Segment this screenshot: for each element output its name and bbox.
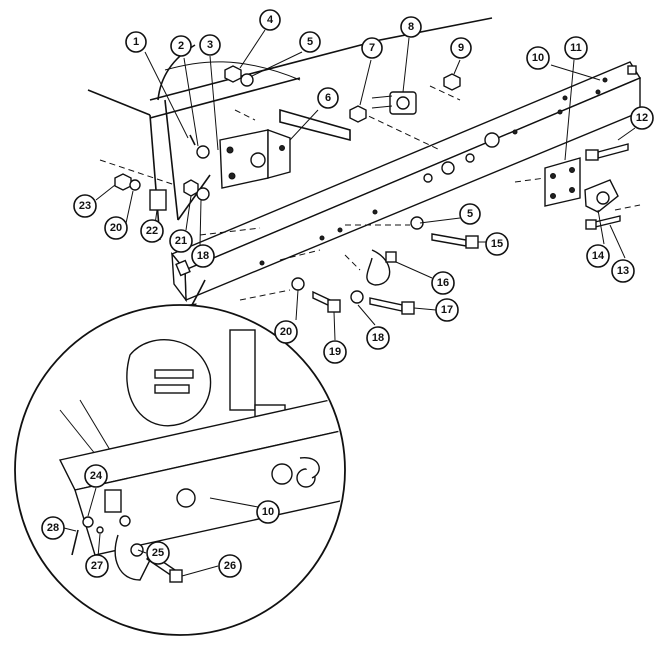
callout-label: 7 (369, 42, 375, 54)
callout-10-upper: 10 (526, 46, 550, 70)
callout-20-upper: 20 (104, 216, 128, 240)
callout-13: 13 (611, 259, 635, 283)
callout-label: 10 (532, 52, 544, 64)
callout-label: 23 (79, 200, 91, 212)
callout-9: 9 (450, 37, 472, 59)
callout-20-lower: 20 (274, 320, 298, 344)
callout-label: 20 (110, 222, 122, 234)
callout-label: 10 (262, 506, 274, 518)
callout-4: 4 (259, 9, 281, 31)
callout-7: 7 (361, 37, 383, 59)
callout-11: 11 (564, 36, 588, 60)
detail-view (14, 304, 346, 636)
callout-label: 12 (636, 112, 648, 124)
callout-27: 27 (85, 554, 109, 578)
callout-label: 19 (329, 346, 341, 358)
callout-17: 17 (435, 298, 459, 322)
bracket (219, 129, 291, 189)
callout-label: 5 (307, 36, 313, 48)
callout-22: 22 (140, 219, 164, 243)
callout-label: 8 (408, 21, 414, 33)
callout-1: 1 (125, 31, 147, 53)
callout-label: 1 (133, 36, 139, 48)
frame-rail (170, 61, 642, 303)
cross-frame (87, 17, 493, 241)
callout-label: 25 (152, 547, 164, 559)
callout-label: 18 (372, 332, 384, 344)
callout-18-upper: 18 (191, 244, 215, 268)
callout-6: 6 (317, 87, 339, 109)
callout-label: 6 (325, 92, 331, 104)
callout-label: 26 (224, 560, 236, 572)
hardware-upper-left (114, 134, 210, 211)
callout-label: 18 (197, 250, 209, 262)
callout-10-detail: 10 (256, 500, 280, 524)
callout-label: 21 (175, 235, 187, 247)
alignment-lines (99, 85, 641, 301)
callout-label: 9 (458, 42, 464, 54)
callout-2: 2 (170, 35, 192, 57)
callout-28: 28 (41, 516, 65, 540)
callout-label: 3 (207, 39, 213, 51)
callout-19: 19 (323, 340, 347, 364)
callout-label: 27 (91, 560, 103, 572)
callout-label: 2 (178, 40, 184, 52)
callout-label: 14 (592, 250, 605, 262)
callout-label: 22 (146, 225, 158, 237)
callout-18-lower: 18 (366, 326, 390, 350)
callout-8: 8 (400, 16, 422, 38)
callout-14: 14 (586, 244, 610, 268)
callout-16: 16 (431, 271, 455, 295)
callout-label: 16 (437, 277, 449, 289)
callout-26: 26 (218, 554, 242, 578)
callout-3: 3 (199, 34, 221, 56)
callout-12: 12 (630, 106, 654, 130)
callout-15: 15 (485, 232, 509, 256)
callout-label: 11 (570, 42, 582, 54)
callout-label: 28 (47, 522, 59, 534)
callout-label: 17 (441, 304, 453, 316)
right-plate (544, 157, 619, 213)
callout-label: 15 (491, 238, 503, 250)
callout-25: 25 (146, 541, 170, 565)
hardware-bolts (291, 143, 629, 315)
callout-24: 24 (84, 464, 108, 488)
callout-label: 13 (617, 265, 629, 277)
callout-5-lower: 5 (459, 203, 481, 225)
callout-label: 20 (280, 326, 292, 338)
hardware-upper-middle (224, 65, 461, 123)
callout-label: 4 (267, 14, 274, 26)
callout-5-upper: 5 (299, 31, 321, 53)
pintle-mount (371, 91, 417, 115)
callout-21: 21 (169, 229, 193, 253)
callout-label: 24 (90, 470, 103, 482)
callout-label: 5 (467, 208, 473, 220)
callout-23: 23 (73, 194, 97, 218)
